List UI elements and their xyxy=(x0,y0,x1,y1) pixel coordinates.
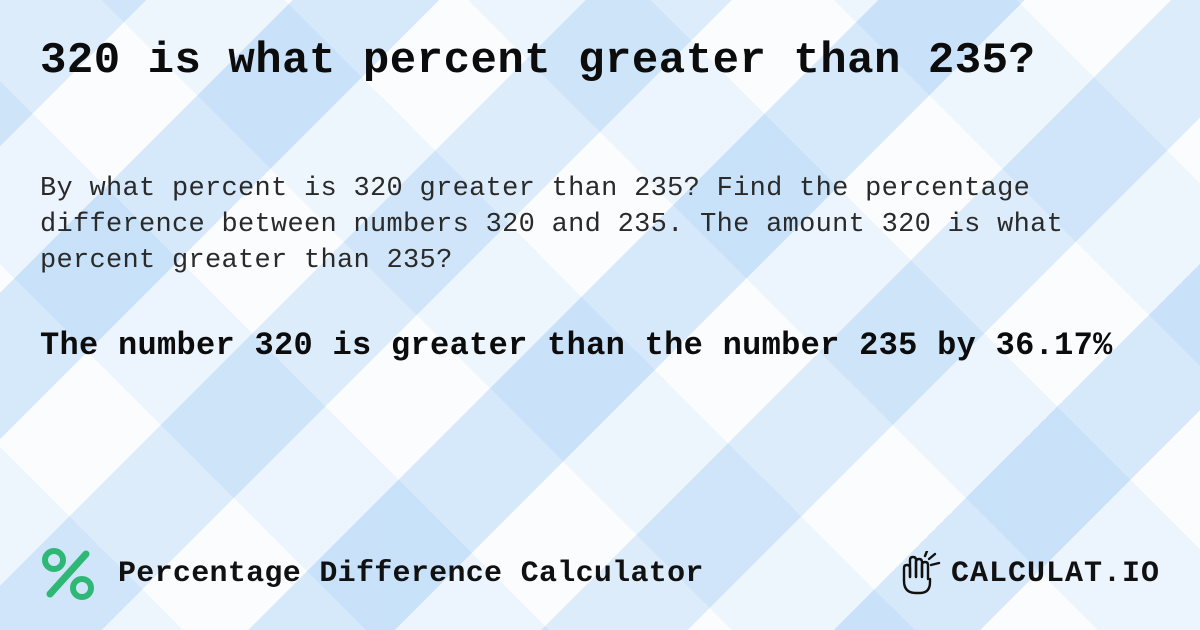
main-content: 320 is what percent greater than 235? By… xyxy=(0,0,1200,369)
footer-bar: Percentage Difference Calculator CALCULA… xyxy=(0,546,1200,602)
brand-hand-icon xyxy=(895,551,941,597)
answer-text: The number 320 is greater than the numbe… xyxy=(40,324,1140,369)
percent-icon xyxy=(40,546,96,602)
page-title: 320 is what percent greater than 235? xyxy=(40,36,1160,87)
description-text: By what percent is 320 greater than 235?… xyxy=(40,171,1100,280)
footer-left: Percentage Difference Calculator xyxy=(40,546,704,602)
brand: CALCULAT.IO xyxy=(895,551,1160,597)
brand-text: CALCULAT.IO xyxy=(951,557,1160,591)
footer-label: Percentage Difference Calculator xyxy=(118,557,704,591)
